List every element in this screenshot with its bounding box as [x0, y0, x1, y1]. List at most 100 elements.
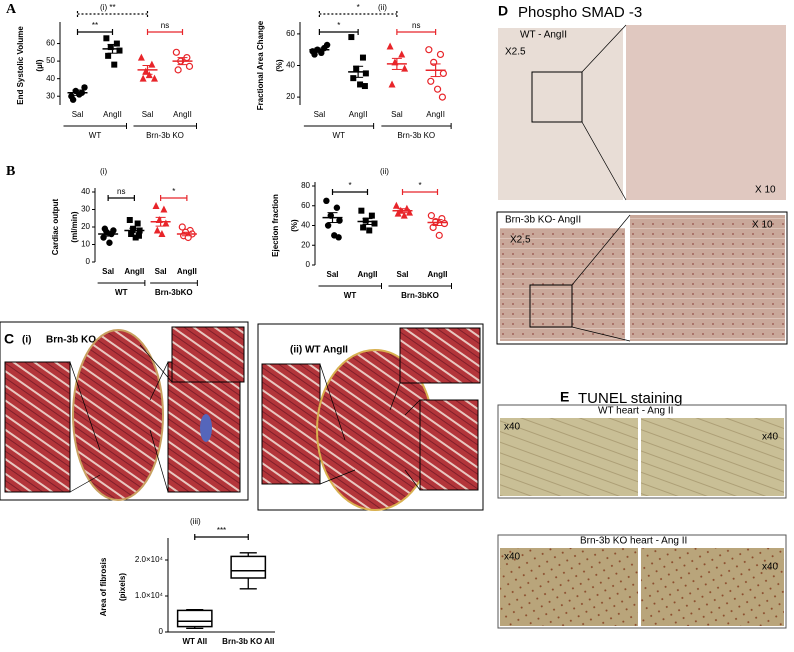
x-tick-label: AngII: [173, 110, 192, 119]
y-axis-label: End Systolic Volume: [16, 26, 25, 105]
y-axis-label: Fractional Area Change: [256, 20, 265, 110]
panel-title: TUNEL staining: [578, 390, 683, 407]
y-axis-label: (pixels): [118, 573, 127, 601]
point: [69, 96, 77, 103]
zoom-box: [529, 284, 573, 328]
image-caption: WT heart - Ang II: [598, 406, 673, 417]
point: [153, 226, 161, 234]
point: [105, 52, 112, 59]
x-tick-label: Sal: [72, 110, 84, 119]
point: [106, 239, 113, 246]
micrograph: [641, 548, 784, 626]
group-label: Brn-3b KO: [397, 131, 435, 140]
sig-label: ***: [217, 526, 226, 535]
x-tick-label: AngII: [358, 270, 378, 279]
micrograph: [4, 361, 71, 493]
point: [362, 70, 369, 77]
point: [427, 77, 435, 85]
point: [148, 60, 156, 68]
point: [151, 74, 158, 82]
y-tick-label: 40: [301, 221, 310, 230]
panel-d: D Phospho SMAD -3 WT - AngII X2.5 X 10 B…: [496, 3, 788, 345]
panel-label: (ii): [378, 3, 387, 12]
y-tick-label: 2.0×10⁴: [135, 555, 164, 564]
point: [311, 51, 318, 58]
x-tick-label: WT AII: [182, 637, 207, 646]
point: [357, 81, 364, 88]
point: [323, 41, 331, 49]
y-tick-label: 0: [86, 257, 91, 266]
point: [362, 217, 369, 224]
magnification: x40: [504, 422, 521, 433]
group-label: Brn-3b KO: [146, 131, 184, 140]
box: [176, 609, 213, 628]
x-tick-label: AngII: [103, 110, 122, 119]
magnification: X 10: [752, 220, 773, 231]
point: [126, 217, 133, 223]
image-caption: WT - AngII: [520, 30, 567, 41]
y-tick-label: 30: [81, 205, 90, 214]
panel-label: (i): [100, 167, 107, 176]
point: [101, 225, 109, 232]
point: [113, 40, 120, 47]
magnification: x40: [504, 552, 521, 563]
point: [81, 84, 88, 91]
point: [388, 80, 396, 88]
x-tick-label: AngII: [426, 110, 445, 119]
point: [116, 47, 123, 54]
micrograph: [630, 215, 785, 341]
point: [360, 224, 367, 231]
point: [178, 223, 186, 231]
image-caption: Brn-3b KO heart - Ang II: [580, 536, 687, 547]
x-tick-label: Sal: [314, 110, 326, 119]
x-tick-label: AngII: [177, 267, 197, 276]
image-caption: Brn-3b KO- AngII: [505, 215, 581, 226]
micrograph: [641, 418, 784, 496]
y-tick-label: 0: [159, 627, 164, 636]
point: [185, 62, 194, 70]
micrograph: [500, 418, 638, 496]
sig-label: **: [92, 21, 98, 30]
point: [353, 65, 360, 72]
sig-label: ns: [117, 187, 125, 196]
x-tick-label: Sal: [142, 110, 154, 119]
y-tick-label: 40: [46, 74, 55, 83]
point: [425, 46, 433, 54]
sig-label: *: [357, 3, 360, 12]
point: [135, 232, 142, 239]
y-axis-label: (%): [290, 219, 299, 232]
panel-letter: C: [4, 331, 14, 347]
point: [130, 225, 137, 232]
x-tick-label: Sal: [396, 270, 408, 279]
micrograph: [261, 363, 321, 485]
connector: [69, 344, 173, 493]
point: [358, 207, 365, 214]
magnification: X 10: [755, 185, 776, 196]
zoom-box: [531, 71, 583, 123]
panel-letter: A: [6, 2, 17, 17]
point: [361, 83, 368, 90]
box: [230, 555, 267, 579]
point: [392, 201, 400, 209]
point: [324, 222, 332, 229]
magnification: x40: [762, 432, 779, 443]
point: [427, 212, 435, 220]
point: [406, 208, 413, 216]
point: [368, 212, 375, 219]
point: [162, 219, 170, 227]
y-tick-label: 60: [301, 201, 310, 210]
y-tick-label: 40: [286, 61, 295, 70]
x-tick-label: Sal: [102, 267, 114, 276]
point: [350, 75, 357, 82]
y-axis-label: (ml/min): [70, 211, 79, 242]
y-tick-label: 50: [46, 56, 55, 65]
point: [439, 69, 447, 78]
panel-letter: B: [6, 164, 15, 179]
point: [398, 50, 406, 58]
point: [128, 231, 135, 237]
point: [103, 35, 110, 42]
group-label: WT: [115, 288, 128, 297]
y-axis-label: (µl): [35, 59, 44, 71]
image-title: (ii) WT AngII: [290, 345, 348, 356]
